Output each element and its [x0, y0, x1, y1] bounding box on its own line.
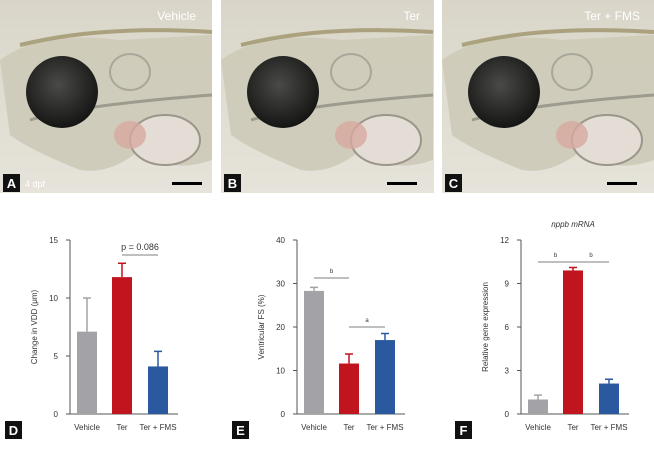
x-tick-label: Vehicle: [525, 423, 551, 432]
bar: [77, 331, 97, 414]
y-axis-label: Ventricular FS (%): [257, 294, 266, 359]
y-tick-label: 10: [276, 367, 285, 376]
annotation: a: [365, 318, 369, 324]
chart-title: nppb mRNA: [551, 220, 595, 229]
y-axis-label: Change in VDD (μm): [30, 289, 39, 364]
y-tick-label: 3: [505, 367, 510, 376]
chart: 0 3 6 9 12 Relative gene expression nppb mRNA V…: [455, 220, 629, 439]
panel-letter-box: [455, 421, 472, 439]
y-tick-label: 20: [276, 323, 285, 332]
y-tick-label: 0: [281, 410, 286, 419]
x-tick-label: Vehicle: [74, 423, 100, 432]
error-bar: [345, 353, 353, 364]
photo-b: [219, 0, 435, 193]
photo-a: [0, 0, 214, 193]
photo-label: Vehicle: [157, 9, 196, 23]
y-tick-label: 30: [276, 280, 285, 289]
panel-letter: A: [7, 176, 17, 191]
annotation: b: [589, 253, 593, 259]
x-tick-label: Ter + FMS: [590, 423, 627, 432]
error-bar: [381, 332, 389, 341]
chart: 0 5 10 15 Change in VDD (μm) Vehicle Ter Ter + …: [5, 236, 178, 439]
error-bar: [569, 266, 577, 271]
bar: [112, 277, 132, 414]
y-tick-label: 12: [500, 236, 509, 245]
x-tick-label: Vehicle: [301, 423, 327, 432]
y-tick-label: 6: [505, 323, 510, 332]
y-tick-label: 9: [505, 280, 510, 289]
y-tick-label: 0: [505, 410, 510, 419]
bar: [339, 363, 359, 414]
panel-letter: E: [236, 423, 245, 438]
photo-labels: Vehicle Ter Ter + FMS A 4 dpf B C: [3, 9, 640, 192]
photo-c: [440, 0, 654, 193]
error-bar: [534, 394, 542, 400]
panel-letter: B: [228, 176, 237, 191]
bar: [563, 270, 583, 414]
annotation: b: [330, 269, 334, 275]
bar: [528, 399, 548, 414]
bar: [375, 340, 395, 414]
y-tick-label: 10: [49, 294, 58, 303]
panel-letter: D: [9, 423, 18, 438]
chart: 0 10 20 30 40 Ventricular FS (%) Vehicle Ter Ter…: [232, 236, 405, 439]
bar: [304, 290, 324, 414]
y-tick-label: 0: [54, 410, 59, 419]
y-axis-label: Relative gene expression: [481, 282, 490, 372]
error-bar: [605, 378, 613, 384]
error-bar: [154, 350, 162, 367]
annotation: b: [554, 253, 558, 259]
x-tick-label: Ter: [116, 423, 127, 432]
x-tick-label: Ter: [567, 423, 578, 432]
y-tick-label: 5: [54, 352, 59, 361]
panel-letter-box: [5, 421, 22, 439]
photo-note: 4 dpf: [25, 179, 46, 189]
panel-letter: C: [449, 176, 459, 191]
annotation: p = 0.086: [121, 242, 159, 252]
bar: [148, 366, 168, 414]
x-tick-label: Ter + FMS: [139, 423, 176, 432]
error-bar: [83, 297, 91, 332]
panel-letter: F: [460, 423, 468, 438]
x-tick-label: Ter + FMS: [366, 423, 403, 432]
photo-label: Ter + FMS: [584, 9, 640, 23]
panel-letter-box: [232, 421, 249, 439]
x-tick-label: Ter: [343, 423, 354, 432]
photo-label: Ter: [403, 9, 420, 23]
error-bar: [310, 286, 318, 291]
error-bar: [118, 262, 126, 278]
y-tick-label: 40: [276, 236, 285, 245]
bar: [599, 383, 619, 414]
y-tick-label: 15: [49, 236, 58, 245]
